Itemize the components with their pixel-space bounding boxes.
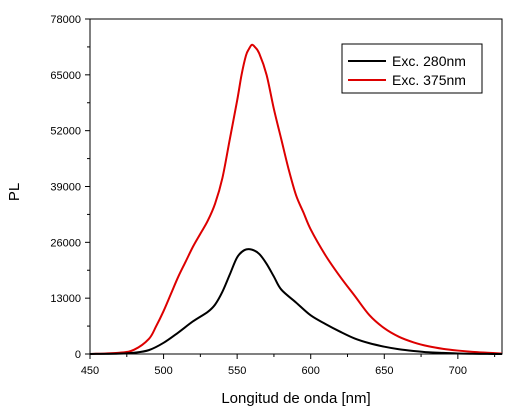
legend-label: Exc. 375nm [392, 72, 466, 88]
y-tick-label: 52000 [50, 126, 81, 138]
y-tick-label: 78000 [50, 14, 81, 26]
series-line [89, 43, 503, 355]
x-tick-label: 600 [302, 365, 320, 377]
x-tick-label: 700 [449, 365, 467, 377]
series-layer [89, 43, 503, 355]
x-tick-label: 650 [375, 365, 393, 377]
y-tick-label: 0 [75, 349, 81, 361]
series-line [89, 248, 503, 355]
x-axis-title: Longitud de onda [nm] [221, 390, 370, 407]
y-tick-label: 39000 [50, 182, 81, 194]
tick-layer: 450 500 550 600 650 700 0 13000 26000 39000 52000 6… [50, 14, 496, 377]
legend-box [341, 43, 483, 94]
legend-label: Exc. 280nm [392, 53, 466, 69]
legend: Exc. 280nm Exc. 375nm [341, 43, 483, 94]
y-axis-title: PL [6, 183, 23, 201]
y-tick-label: 26000 [50, 237, 81, 249]
x-tick-label: 500 [154, 365, 172, 377]
y-tick-label: 13000 [50, 293, 81, 305]
y-tick-label: 65000 [50, 70, 81, 82]
x-tick-label: 550 [228, 365, 246, 377]
x-tick-label: 450 [81, 365, 99, 377]
